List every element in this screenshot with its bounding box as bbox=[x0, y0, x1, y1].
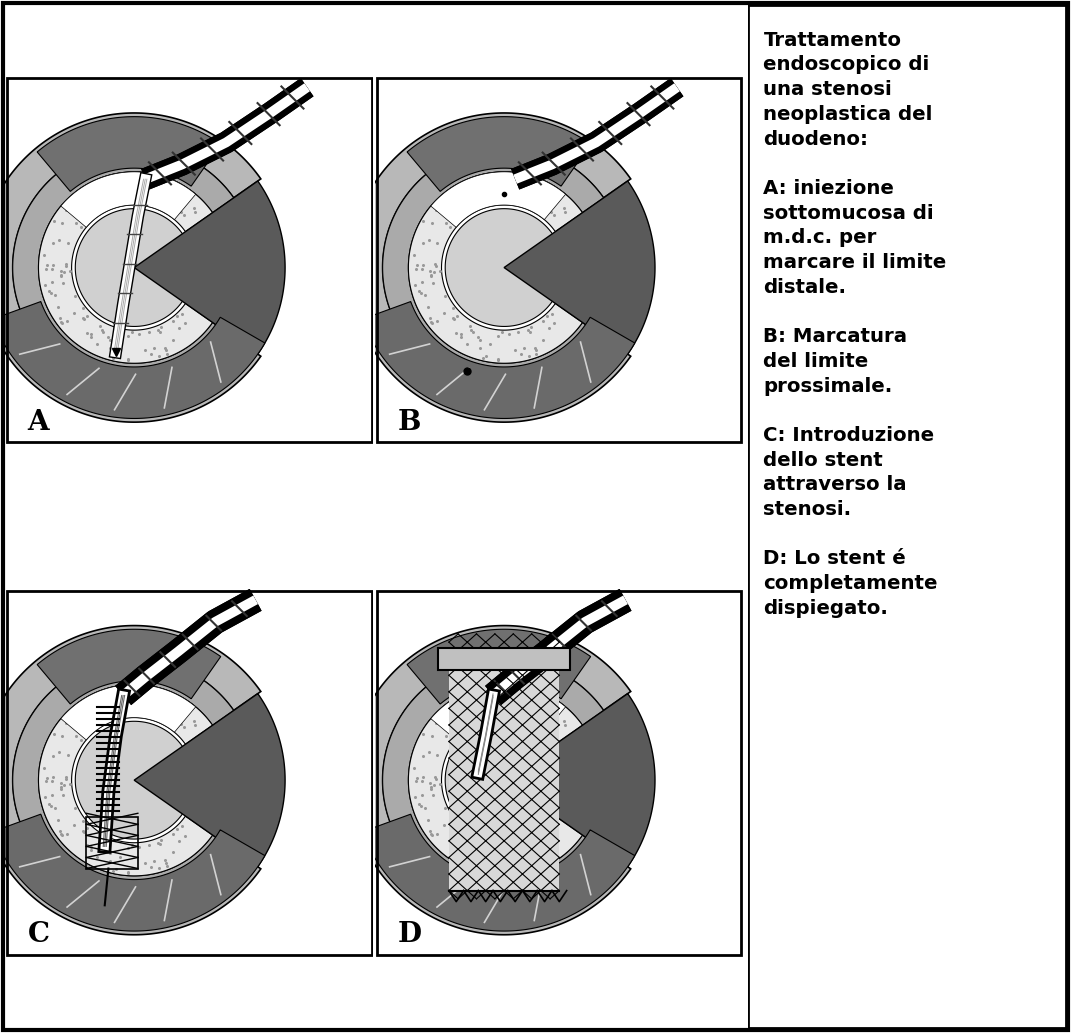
Bar bbox=[87, 817, 138, 869]
Polygon shape bbox=[382, 659, 604, 902]
Polygon shape bbox=[362, 814, 635, 931]
Bar bbox=[438, 648, 571, 669]
Polygon shape bbox=[504, 693, 655, 867]
Polygon shape bbox=[61, 685, 196, 740]
Polygon shape bbox=[0, 814, 265, 931]
Polygon shape bbox=[446, 209, 553, 326]
Text: B: B bbox=[397, 408, 421, 436]
Polygon shape bbox=[13, 146, 233, 389]
Polygon shape bbox=[13, 659, 233, 902]
Polygon shape bbox=[408, 171, 583, 364]
Text: A: A bbox=[28, 408, 49, 436]
Text: C: C bbox=[28, 921, 49, 948]
Polygon shape bbox=[431, 171, 565, 227]
Polygon shape bbox=[39, 171, 212, 364]
Polygon shape bbox=[39, 685, 212, 876]
Text: Trattamento
endoscopico di
una stenosi
neoplastica del
duodeno:

A: iniezione
so: Trattamento endoscopico di una stenosi n… bbox=[764, 31, 947, 618]
Polygon shape bbox=[134, 181, 285, 354]
Polygon shape bbox=[75, 209, 182, 326]
Polygon shape bbox=[0, 113, 261, 422]
Polygon shape bbox=[37, 629, 221, 705]
Bar bbox=[449, 655, 559, 890]
Polygon shape bbox=[0, 626, 261, 935]
Polygon shape bbox=[134, 693, 285, 867]
Polygon shape bbox=[407, 117, 590, 191]
Polygon shape bbox=[431, 685, 565, 740]
Polygon shape bbox=[407, 629, 590, 705]
Polygon shape bbox=[504, 181, 655, 354]
Polygon shape bbox=[75, 721, 182, 839]
Polygon shape bbox=[362, 302, 635, 418]
Polygon shape bbox=[349, 626, 631, 935]
Text: D: D bbox=[397, 921, 421, 948]
Polygon shape bbox=[408, 685, 583, 876]
Polygon shape bbox=[349, 113, 631, 422]
Polygon shape bbox=[61, 171, 196, 227]
Polygon shape bbox=[382, 146, 604, 389]
Polygon shape bbox=[37, 117, 221, 191]
Polygon shape bbox=[446, 721, 553, 839]
Polygon shape bbox=[0, 302, 265, 418]
